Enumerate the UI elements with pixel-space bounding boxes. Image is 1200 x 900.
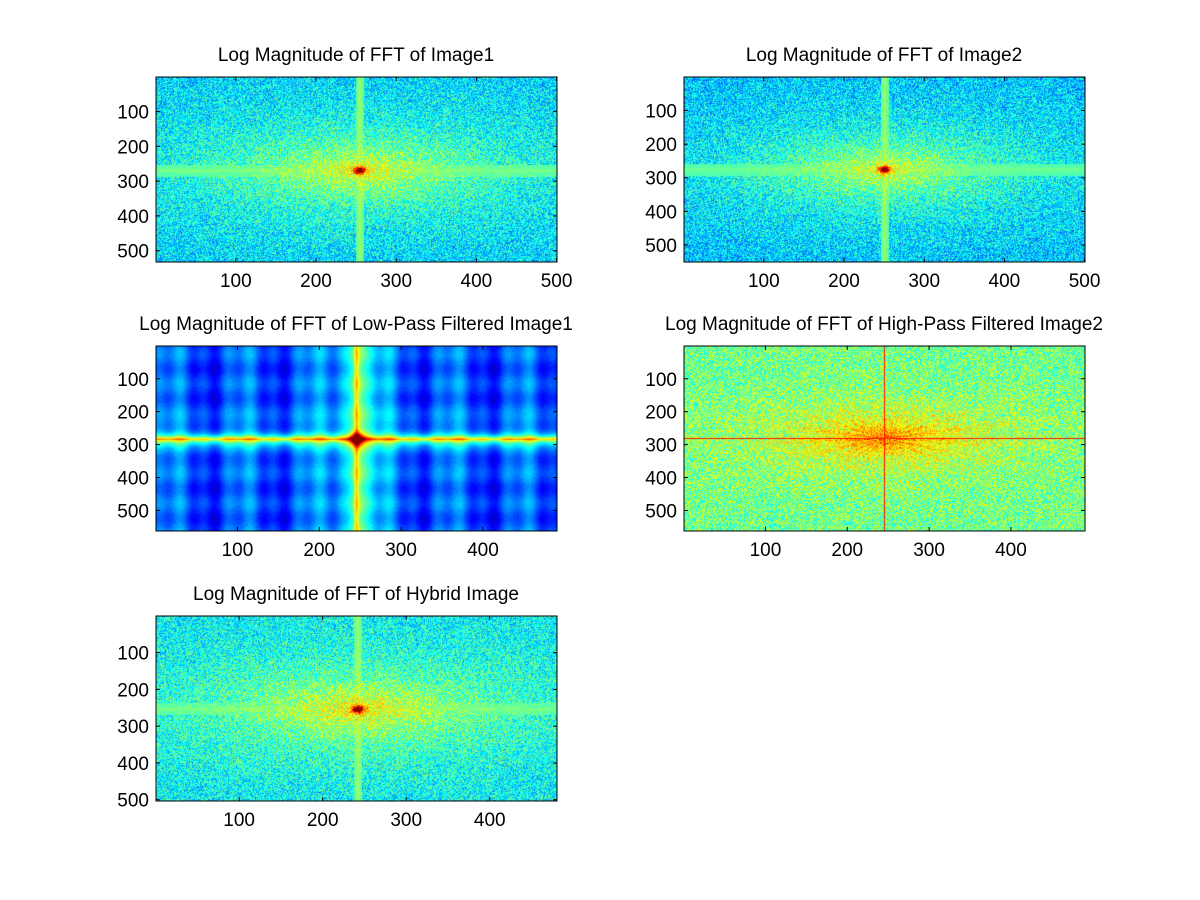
y-tick-label: 100 (645, 101, 677, 122)
x-tick-label: 500 (541, 271, 573, 292)
x-tick-label: 200 (300, 271, 332, 292)
y-tick-label: 400 (117, 754, 149, 775)
heatmap-image (156, 346, 557, 531)
y-tick-label: 500 (645, 236, 677, 257)
subplot-title: Log Magnitude of FFT of Low-Pass Filtere… (139, 314, 573, 335)
y-tick-label: 300 (645, 436, 677, 457)
y-tick-label: 100 (117, 103, 149, 124)
y-tick-label: 400 (117, 469, 149, 490)
y-tick-label: 200 (117, 680, 149, 701)
subplot-title: Log Magnitude of FFT of Hybrid Image (193, 584, 519, 605)
x-tick-label: 100 (220, 271, 252, 292)
axes-box (155, 615, 558, 802)
x-tick-label: 200 (831, 540, 863, 561)
tick-layer: 100 200 300 400 500 100 200 300 400 500 (645, 77, 1100, 292)
y-tick-label: 400 (645, 469, 677, 490)
x-tick-label: 100 (748, 271, 780, 292)
y-tick-label: 100 (645, 370, 677, 391)
tick-layer: 100 200 300 400 100 200 300 400 500 (117, 346, 557, 561)
y-tick-label: 200 (645, 403, 677, 424)
x-tick-label: 200 (307, 810, 339, 831)
tick-layer: 100 200 300 400 500 100 200 300 400 500 (117, 77, 572, 292)
x-tick-label: 100 (223, 810, 255, 831)
axes-box (155, 76, 558, 263)
x-tick-label: 400 (989, 271, 1021, 292)
y-tick-label: 400 (645, 202, 677, 223)
subplot-fft-hybrid-image: Log Magnitude of FFT of Hybrid Image 100… (117, 584, 558, 831)
x-tick-label: 500 (1069, 271, 1101, 292)
x-tick-label: 300 (908, 271, 940, 292)
y-tick-label: 500 (117, 242, 149, 263)
y-tick-label: 300 (117, 717, 149, 738)
x-tick-label: 200 (828, 271, 860, 292)
subplot-fft-highpass-image2: Log Magnitude of FFT of High-Pass Filter… (645, 314, 1103, 561)
axes-box (155, 345, 558, 532)
x-tick-label: 100 (750, 540, 782, 561)
y-tick-label: 300 (117, 436, 149, 457)
y-tick-label: 500 (645, 501, 677, 522)
x-tick-label: 400 (461, 271, 493, 292)
x-tick-label: 300 (385, 540, 417, 561)
x-tick-label: 100 (222, 540, 254, 561)
tick-layer: 100 200 300 400 100 200 300 400 500 (645, 346, 1085, 561)
heatmap-image (156, 77, 557, 262)
heatmap-image (684, 77, 1085, 262)
y-tick-label: 200 (117, 403, 149, 424)
y-tick-label: 500 (117, 791, 149, 812)
subplot-fft-lowpass-image1: Log Magnitude of FFT of Low-Pass Filtere… (117, 314, 573, 561)
x-tick-label: 300 (390, 810, 422, 831)
y-tick-label: 300 (645, 169, 677, 190)
axes-box (683, 76, 1086, 263)
x-tick-label: 300 (913, 540, 945, 561)
x-tick-label: 400 (474, 810, 506, 831)
heatmap-image (156, 616, 557, 801)
subplot-title: Log Magnitude of FFT of Image1 (218, 45, 494, 66)
y-tick-label: 200 (645, 135, 677, 156)
y-tick-label: 100 (117, 644, 149, 665)
tick-layer: 100 200 300 400 100 200 300 400 500 (117, 616, 557, 831)
y-tick-label: 500 (117, 501, 149, 522)
y-tick-label: 200 (117, 137, 149, 158)
x-tick-label: 400 (995, 540, 1027, 561)
x-tick-label: 400 (467, 540, 499, 561)
y-tick-label: 400 (117, 207, 149, 228)
x-tick-label: 300 (380, 271, 412, 292)
x-tick-label: 200 (303, 540, 335, 561)
subplot-fft-image1: Log Magnitude of FFT of Image1 100 200 300… (117, 45, 572, 292)
axes-box (683, 345, 1086, 532)
subplot-title: Log Magnitude of FFT of High-Pass Filter… (665, 314, 1103, 335)
y-tick-label: 100 (117, 370, 149, 391)
y-tick-label: 300 (117, 172, 149, 193)
subplot-title: Log Magnitude of FFT of Image2 (746, 45, 1022, 66)
heatmap-image (684, 346, 1085, 531)
subplot-fft-image2: Log Magnitude of FFT of Image2 100 200 300… (645, 45, 1100, 292)
